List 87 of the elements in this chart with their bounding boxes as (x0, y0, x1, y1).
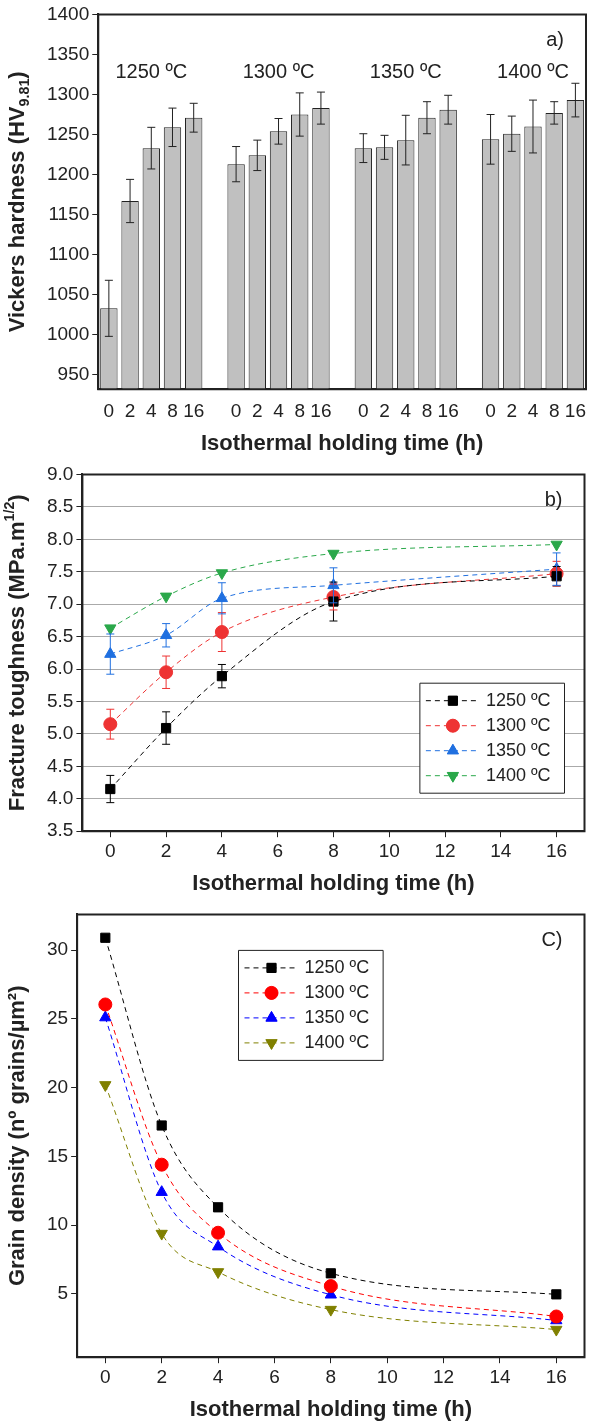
y-tick-label: 1400 (46, 2, 90, 24)
y-tick-label: 6.5 (46, 624, 74, 646)
y-tick-label: 30 (46, 938, 69, 960)
x-tick-label: 10 (378, 839, 400, 861)
x-tick-label: 16 (545, 1365, 567, 1387)
legend-label: 1400 ºC (304, 1031, 370, 1052)
x-tick-label: 4 (273, 399, 285, 421)
y-tick-label: 950 (57, 363, 90, 385)
x-tick-label: 16 (183, 399, 205, 421)
x-tick-label: 4 (527, 399, 539, 421)
y-tick-label: 9.0 (46, 462, 74, 484)
annotation: 1300 ºC (242, 60, 315, 83)
legend-label: 1300 ºC (485, 714, 551, 735)
x-tick-label: 4 (145, 399, 157, 421)
x-tick-label: 4 (212, 1365, 224, 1387)
y-tick-label: 5 (57, 1282, 69, 1304)
x-tick-label: 0 (230, 399, 242, 421)
x-axis-title: Isothermal holding time (h) (189, 1396, 472, 1422)
y-tick-label: 3.5 (46, 819, 74, 841)
y-axis-title: Vickers hardness (HV9.81) (4, 71, 32, 333)
y-axis-title: Grain density (nº grains/µm²) (4, 985, 30, 1287)
x-tick-label: 8 (328, 839, 339, 861)
y-tick-label: 15 (46, 1144, 69, 1166)
legend-label: 1250 ºC (485, 689, 551, 710)
x-tick-label: 8 (294, 399, 306, 421)
legend-label: 1350 ºC (304, 1006, 370, 1027)
legend-label: 1400 ºC (485, 764, 551, 785)
y-tick-label: 5.0 (46, 722, 74, 744)
annotation: 1350 ºC (369, 60, 442, 83)
y-tick-label: 1100 (48, 242, 90, 264)
y-tick-label: 4.5 (46, 754, 74, 776)
y-tick-label: 6.0 (46, 657, 74, 679)
y-axis-title: Fracture toughness (MPa.m1/2) (1, 494, 30, 812)
x-tick-label: 16 (546, 839, 568, 861)
x-axis-title: Isothermal holding time (h) (192, 870, 475, 896)
x-tick-label: 6 (272, 839, 283, 861)
x-tick-label: 4 (400, 399, 412, 421)
x-tick-label: 4 (216, 839, 228, 861)
x-tick-label: 2 (156, 1365, 167, 1387)
x-tick-label: 16 (437, 399, 459, 421)
x-tick-label: 0 (358, 399, 369, 421)
x-tick-label: 10 (376, 1365, 398, 1387)
x-tick-label: 0 (485, 399, 496, 421)
x-tick-label: 0 (103, 399, 115, 421)
x-tick-label: 12 (434, 839, 456, 861)
x-tick-label: 2 (252, 399, 263, 421)
y-tick-label: 1000 (46, 322, 90, 344)
x-tick-label: 0 (105, 839, 116, 861)
y-tick-label: 5.5 (46, 689, 74, 711)
text: C) (541, 927, 563, 950)
x-tick-label: 6 (269, 1365, 280, 1387)
x-tick-label: 16 (564, 399, 586, 421)
annotation: 1250 ºC (115, 60, 188, 83)
y-tick-label: 4.0 (46, 787, 74, 808)
x-tick-label: 0 (100, 1365, 111, 1387)
text: b) (544, 487, 563, 510)
x-tick-label: 2 (506, 399, 518, 421)
y-tick-label: 8.5 (46, 495, 74, 517)
y-tick-label: 8.0 (46, 527, 74, 549)
y-tick-label: 25 (46, 1007, 69, 1029)
y-tick-label: 1050 (46, 282, 90, 304)
annotation: 1400 ºC (497, 60, 569, 83)
y-tick-label: 1200 (46, 162, 90, 184)
x-tick-label: 8 (548, 399, 560, 421)
x-tick-label: 8 (167, 399, 178, 421)
y-tick-label: 1250 (46, 122, 90, 144)
x-tick-label: 8 (421, 399, 433, 421)
y-tick-label: 10 (46, 1213, 69, 1235)
y-tick-label: 1300 (46, 82, 90, 104)
x-tick-label: 2 (124, 399, 136, 421)
x-tick-label: 14 (489, 1365, 511, 1387)
x-axis-title: Isothermal holding time (h) (200, 430, 484, 456)
legend-label: 1350 ºC (485, 739, 551, 760)
x-tick-label: 16 (310, 399, 332, 421)
text: a) (546, 27, 564, 50)
x-tick-label: 14 (490, 839, 512, 861)
y-tick-label: 20 (46, 1075, 69, 1097)
y-tick-label: 1350 (46, 42, 90, 64)
x-tick-label: 12 (432, 1365, 455, 1387)
y-tick-label: 1150 (48, 202, 90, 224)
legend-label: 1300 ºC (304, 981, 370, 1002)
x-tick-label: 8 (325, 1365, 337, 1387)
y-tick-label: 7.5 (46, 559, 74, 581)
x-tick-label: 2 (379, 399, 390, 421)
legend-label: 1250 ºC (304, 956, 370, 977)
y-tick-label: 7.0 (46, 592, 74, 614)
x-tick-label: 2 (160, 839, 172, 861)
